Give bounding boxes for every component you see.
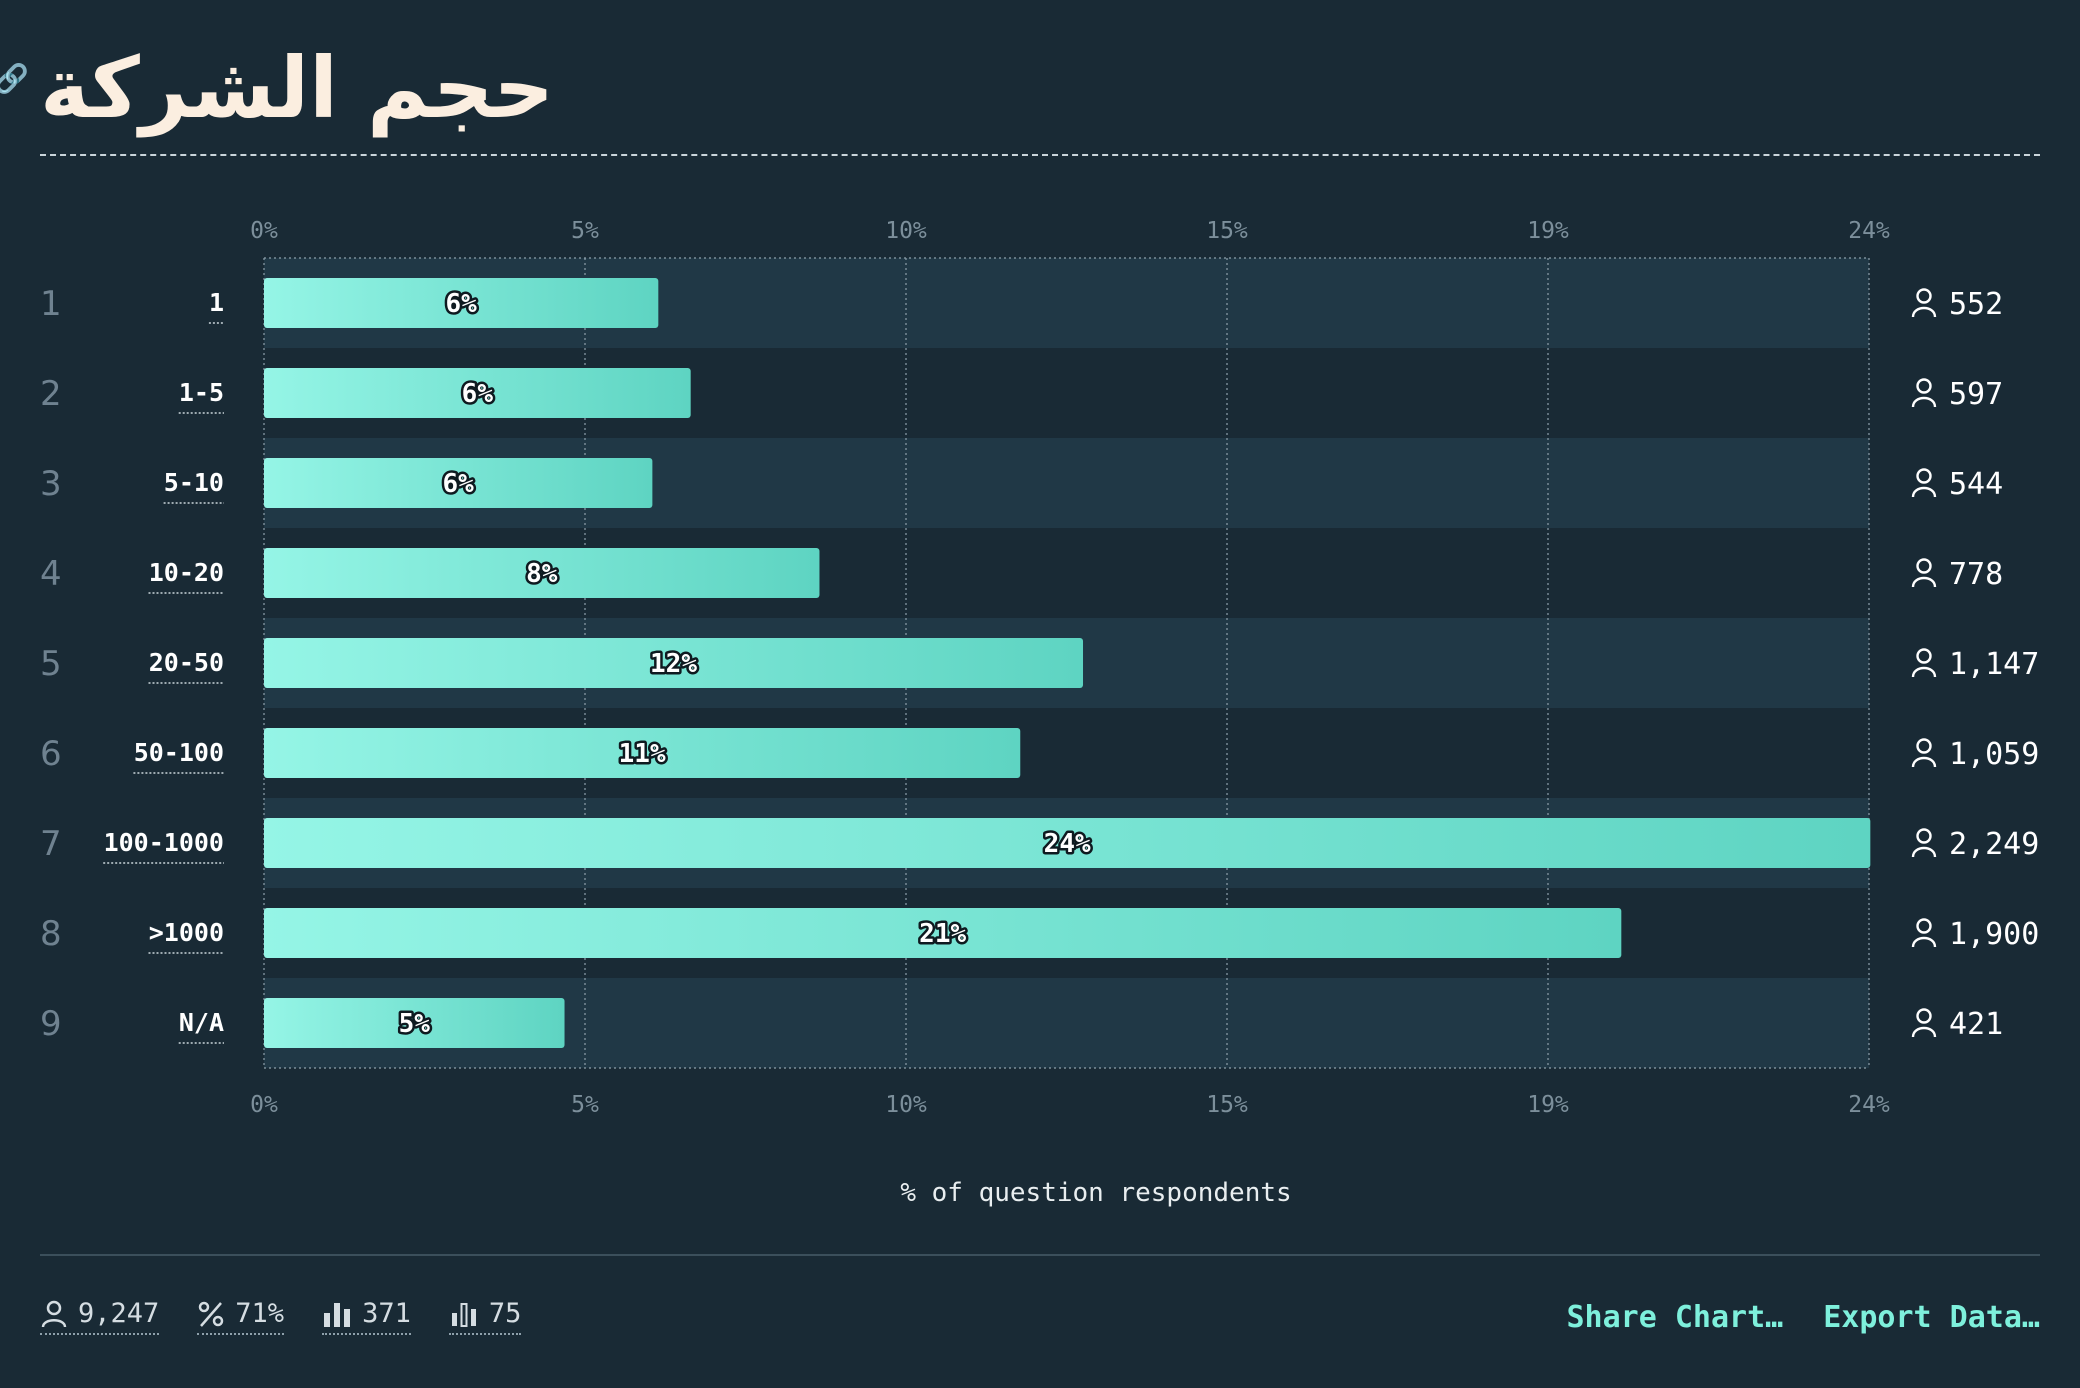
chart: 0% 0% 5% 5% 10% 10% 15% 15% 19% 19% 24% 24% 6% 1 1 552 6… <box>40 218 2039 1208</box>
person-icon-body <box>1911 396 1937 408</box>
respondent-count: 2,249 <box>1949 827 2039 862</box>
row-rank: 4 <box>40 554 62 594</box>
row-rank: 3 <box>40 464 62 504</box>
x-tick-label-bottom: 5% <box>571 1092 599 1118</box>
bar <box>264 998 565 1048</box>
row-rank: 8 <box>40 914 62 954</box>
responses-value: 75 <box>488 1298 522 1329</box>
x-tick-label-bottom: 10% <box>885 1092 927 1118</box>
respondent-count: 1,059 <box>1949 737 2039 772</box>
respondents-value: 9,247 <box>78 1298 160 1329</box>
person-icon-body <box>1911 576 1937 588</box>
bar <box>264 278 659 328</box>
respondent-count: 597 <box>1949 377 2003 412</box>
category-label: >1000 <box>149 918 224 947</box>
person-icon-body <box>1911 486 1937 498</box>
bar <box>264 908 1622 958</box>
category-label: 50-100 <box>134 738 224 767</box>
responses-stat[interactable]: 75 <box>448 1298 522 1335</box>
person-icon-body <box>1911 306 1937 318</box>
category-label: 1-5 <box>179 378 224 407</box>
questions-stat[interactable]: 371 <box>322 1298 411 1335</box>
bar-value-label: 6% <box>462 379 494 409</box>
x-tick-label-top: 10% <box>885 218 927 244</box>
percent-stat[interactable]: 71% <box>197 1298 285 1335</box>
bar <box>264 548 820 598</box>
questions-value: 371 <box>362 1298 411 1329</box>
x-tick-label-bottom: 0% <box>250 1092 278 1118</box>
share-chart-button[interactable]: Share Chart… <box>1566 1300 1784 1335</box>
person-icon <box>1916 468 1932 484</box>
x-tick-label-bottom: 19% <box>1527 1092 1569 1118</box>
person-icon <box>41 1300 67 1327</box>
person-icon-body <box>1911 1026 1937 1038</box>
category-label: 5-10 <box>164 468 224 497</box>
person-icon-body <box>1911 846 1937 858</box>
bar-chart-outline-icon <box>451 1302 476 1327</box>
person-icon <box>1916 828 1932 844</box>
x-tick-label-top: 24% <box>1848 218 1890 244</box>
respondent-count: 778 <box>1949 557 2003 592</box>
x-tick-label-bottom: 24% <box>1848 1092 1890 1118</box>
category-label: 100-1000 <box>104 828 224 857</box>
respondent-count: 421 <box>1949 1007 2003 1042</box>
percent-icon <box>199 1301 224 1327</box>
footer-stats: 9,247 71% 371 75 <box>40 1298 522 1335</box>
page-title: حجم الشركة <box>40 39 555 137</box>
row-rank: 1 <box>40 284 62 324</box>
respondents-stat[interactable]: 9,247 <box>40 1298 160 1335</box>
bar-value-label: 6% <box>446 289 478 319</box>
category-label: N/A <box>179 1008 224 1037</box>
x-tick-label-top: 5% <box>571 218 599 244</box>
respondent-count: 552 <box>1949 287 2003 322</box>
bar <box>264 368 691 418</box>
percent-value: 71% <box>235 1298 285 1329</box>
x-tick-label-top: 0% <box>250 218 278 244</box>
category-label: 20-50 <box>149 648 224 677</box>
footer-actions: Share Chart… Export Data… <box>1567 1300 2041 1335</box>
bar-value-label: 5% <box>399 1009 431 1039</box>
respondent-count: 1,147 <box>1949 647 2039 682</box>
bar-value-label: 8% <box>526 559 558 589</box>
bar <box>264 818 1871 868</box>
bar <box>264 458 653 508</box>
row-rank: 6 <box>40 734 62 774</box>
x-tick-label-top: 19% <box>1527 218 1569 244</box>
person-icon <box>1916 918 1932 934</box>
person-icon-body <box>1911 756 1937 768</box>
row-rank: 9 <box>40 1004 62 1044</box>
bar-chart-icon <box>324 1302 351 1327</box>
person-icon <box>1916 288 1932 304</box>
respondent-count: 544 <box>1949 467 2003 502</box>
x-tick-label-top: 15% <box>1206 218 1248 244</box>
person-icon-body <box>1911 936 1937 948</box>
x-tick-label-bottom: 15% <box>1206 1092 1248 1118</box>
person-icon <box>1916 378 1932 394</box>
person-icon <box>1916 1008 1932 1024</box>
row-rank: 5 <box>40 644 62 684</box>
row-rank: 7 <box>40 824 62 864</box>
export-data-button[interactable]: Export Data… <box>1823 1300 2040 1335</box>
bar-value-label: 11% <box>619 739 666 769</box>
person-icon-body <box>1911 666 1937 678</box>
person-icon <box>1916 738 1932 754</box>
person-icon <box>1916 648 1932 664</box>
bar-value-label: 6% <box>443 469 475 499</box>
bar <box>264 728 1021 778</box>
category-label: 10-20 <box>149 558 224 587</box>
x-axis-title: % of question respondents <box>900 1178 1291 1208</box>
bar-value-label: 12% <box>650 649 697 679</box>
person-icon <box>1916 558 1932 574</box>
row-rank: 2 <box>40 374 62 414</box>
respondent-count: 1,900 <box>1949 917 2039 952</box>
category-label: 1 <box>209 288 224 317</box>
bar <box>264 638 1084 688</box>
bar-value-label: 21% <box>919 919 966 949</box>
footer-divider <box>40 1254 2040 1256</box>
bar-value-label: 24% <box>1044 829 1091 859</box>
title-divider <box>40 154 2040 156</box>
